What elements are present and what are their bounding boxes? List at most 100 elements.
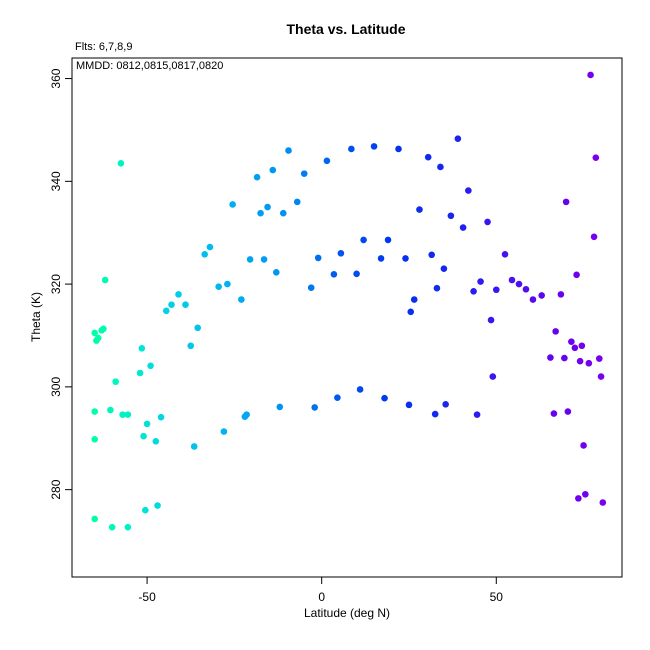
data-point <box>550 410 558 417</box>
y-tick-label: 340 <box>49 171 63 191</box>
data-point <box>91 435 98 443</box>
data-point <box>143 420 151 428</box>
data-point <box>424 153 432 161</box>
data-point <box>576 357 584 365</box>
data-point <box>136 369 144 377</box>
data-point <box>484 218 491 226</box>
data-point <box>253 173 261 181</box>
dates-annotation: MMDD: 0812,0815,0817,0820 <box>76 60 223 72</box>
data-point <box>147 362 154 370</box>
data-point <box>307 284 315 291</box>
data-point <box>410 296 418 303</box>
x-tick-label: -50 <box>138 590 156 604</box>
data-point <box>442 401 449 408</box>
data-point <box>562 198 570 206</box>
data-point <box>568 338 575 345</box>
data-point <box>260 256 268 263</box>
x-axis: -50 0 50 <box>138 576 504 604</box>
data-point <box>515 280 523 288</box>
data-point <box>91 329 98 337</box>
data-point <box>238 296 245 303</box>
y-tick-label: 280 <box>49 479 63 499</box>
data-point <box>407 308 415 316</box>
data-points <box>91 71 607 531</box>
data-point <box>293 198 301 206</box>
data-point <box>124 411 132 418</box>
data-point <box>370 143 378 150</box>
data-point <box>440 265 448 272</box>
data-point <box>381 394 388 402</box>
data-point <box>190 443 198 450</box>
data-point <box>573 271 580 279</box>
y-tick-label: 300 <box>49 377 63 397</box>
data-point <box>323 157 331 165</box>
data-point <box>206 243 214 251</box>
data-point <box>592 154 600 161</box>
data-point <box>330 271 338 278</box>
data-point <box>587 71 594 79</box>
data-point <box>314 254 322 262</box>
data-point <box>353 270 360 278</box>
data-point <box>91 515 98 523</box>
data-point <box>300 170 308 177</box>
data-point <box>416 206 423 213</box>
data-point <box>557 291 565 298</box>
data-point <box>492 286 500 294</box>
data-point <box>220 428 228 435</box>
data-point <box>585 359 593 367</box>
flights-annotation: Flts: 6,7,8,9 <box>75 41 132 53</box>
data-point <box>433 284 441 292</box>
data-point <box>564 408 572 415</box>
data-point <box>501 250 509 258</box>
data-point <box>311 404 318 411</box>
data-point <box>405 401 413 409</box>
data-point <box>547 354 554 361</box>
data-point <box>459 224 467 231</box>
x-axis-label: Latitude (deg N) <box>304 606 390 620</box>
y-axis: 280 300 320 340 360 <box>49 68 72 500</box>
data-point <box>529 296 537 303</box>
data-point <box>276 403 284 411</box>
data-point <box>571 344 579 352</box>
data-point <box>91 408 98 415</box>
data-point <box>552 328 559 335</box>
data-point <box>470 287 477 295</box>
data-point <box>360 236 367 244</box>
data-point <box>175 291 182 298</box>
data-point <box>447 212 455 220</box>
data-point <box>112 378 119 386</box>
data-point <box>561 354 568 362</box>
data-point <box>508 276 516 284</box>
data-point <box>428 251 435 259</box>
data-point <box>582 490 589 498</box>
data-point <box>437 163 444 171</box>
data-point <box>279 209 287 217</box>
data-point <box>473 411 481 418</box>
data-point <box>538 292 545 299</box>
data-point <box>168 301 175 308</box>
data-point <box>201 250 208 258</box>
data-point <box>489 373 497 380</box>
data-point <box>590 233 598 241</box>
data-point <box>187 342 195 350</box>
data-point <box>334 394 341 401</box>
data-point <box>229 201 236 208</box>
data-point <box>119 411 126 418</box>
data-point <box>138 345 146 352</box>
data-point <box>94 334 102 342</box>
data-point <box>107 406 114 414</box>
x-tick-label: 50 <box>490 590 504 604</box>
data-point <box>487 316 495 324</box>
data-point <box>100 325 107 333</box>
data-point <box>215 283 222 290</box>
chart-title: Theta vs. Latitude <box>286 21 405 37</box>
data-point <box>597 373 605 380</box>
data-point <box>142 506 149 514</box>
data-point <box>117 160 125 167</box>
data-point <box>395 145 402 153</box>
data-point <box>224 280 231 288</box>
data-point <box>384 236 392 244</box>
y-tick-label: 360 <box>49 68 63 88</box>
